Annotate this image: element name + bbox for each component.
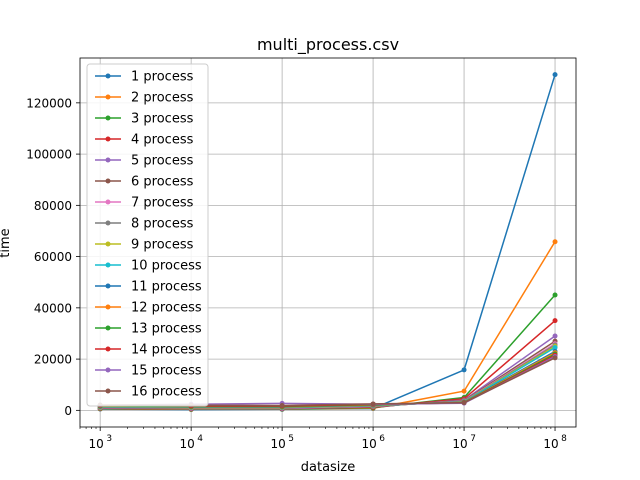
legend-label: 4 process xyxy=(131,133,194,148)
y-axis-label: time xyxy=(0,228,13,257)
legend-label: 16 process xyxy=(131,385,202,400)
y-tick-label: 20000 xyxy=(34,353,72,367)
x-tick-label: 10 xyxy=(270,437,285,451)
legend-swatch-marker xyxy=(105,157,111,163)
y-tick-label: 120000 xyxy=(26,96,72,110)
x-tick-exponent: 7 xyxy=(470,434,476,444)
x-axis-label: datasize xyxy=(301,460,356,475)
legend-label: 11 process xyxy=(131,280,202,295)
legend-label: 5 process xyxy=(131,154,194,169)
x-tick-label: 10 xyxy=(543,437,558,451)
legend-swatch-marker xyxy=(105,136,111,142)
x-tick-exponent: 5 xyxy=(288,434,294,444)
legend: 1 process 2 process 3 process 4 process 5 pr… xyxy=(86,63,209,407)
y-tick-label: 40000 xyxy=(34,301,72,315)
legend-label: 12 process xyxy=(131,301,202,316)
chart-title: multi_process.csv xyxy=(257,35,399,55)
axes: 10 3 10 4 10 5 10 6 10 7 10 80200004000060000800001… xyxy=(26,57,577,451)
legend-swatch-marker xyxy=(105,199,111,205)
y-tick-label: 0 xyxy=(64,404,72,418)
data-point xyxy=(552,292,558,298)
data-point xyxy=(552,239,558,245)
legend-swatch-marker xyxy=(105,220,111,226)
x-tick-label: 10 xyxy=(361,437,376,451)
y-tick-label: 80000 xyxy=(34,199,72,213)
x-tick-exponent: 8 xyxy=(561,434,567,444)
legend-label: 1 process xyxy=(131,70,194,85)
data-point xyxy=(279,402,285,408)
legend-swatch-marker xyxy=(105,262,111,268)
data-point xyxy=(552,345,558,351)
legend-swatch-marker xyxy=(105,283,111,289)
data-point xyxy=(552,355,558,361)
legend-swatch-marker xyxy=(105,388,111,394)
legend-label: 6 process xyxy=(131,175,194,190)
legend-label: 10 process xyxy=(131,259,202,274)
legend-swatch-marker xyxy=(105,325,111,331)
legend-label: 7 process xyxy=(131,196,194,211)
legend-label: 9 process xyxy=(131,238,194,253)
data-point xyxy=(370,401,376,407)
data-point xyxy=(461,388,467,394)
data-point xyxy=(461,400,467,406)
legend-swatch-marker xyxy=(105,178,111,184)
x-tick-label: 10 xyxy=(452,437,467,451)
data-point xyxy=(552,318,558,324)
legend-label: 2 process xyxy=(131,91,194,106)
x-tick-exponent: 3 xyxy=(106,434,112,444)
legend-label: 8 process xyxy=(131,217,194,232)
x-tick-label: 10 xyxy=(89,437,104,451)
legend-swatch-marker xyxy=(105,304,111,310)
legend-swatch-marker xyxy=(105,367,111,373)
legend-label: 14 process xyxy=(131,343,202,358)
plot-frame xyxy=(79,57,577,428)
legend-label: 13 process xyxy=(131,322,202,337)
legend-swatch-marker xyxy=(105,94,111,100)
x-tick-exponent: 4 xyxy=(197,434,203,444)
data-point xyxy=(552,333,558,339)
data-point xyxy=(461,367,467,373)
legend-label: 3 process xyxy=(131,112,194,127)
legend-label: 15 process xyxy=(131,364,202,379)
data-point xyxy=(552,72,558,78)
legend-swatch-marker xyxy=(105,73,111,79)
x-tick-label: 10 xyxy=(180,437,195,451)
legend-box xyxy=(86,63,209,407)
legend-swatch-marker xyxy=(105,241,111,247)
legend-swatch-marker xyxy=(105,346,111,352)
y-tick-label: 60000 xyxy=(34,250,72,264)
y-tick-label: 100000 xyxy=(26,148,72,162)
series-lines xyxy=(97,72,558,413)
legend-swatch-marker xyxy=(105,115,111,121)
x-tick-exponent: 6 xyxy=(379,434,385,444)
